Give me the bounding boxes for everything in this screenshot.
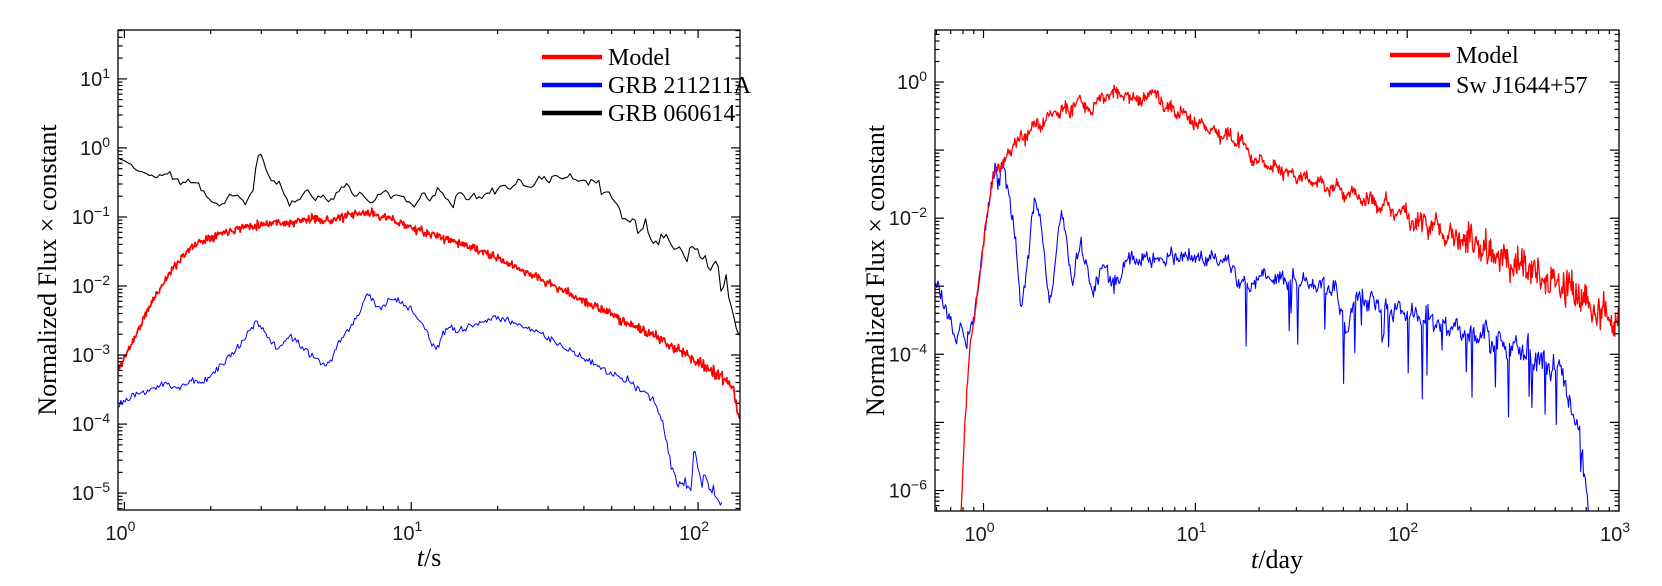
legend-entry-model: Model xyxy=(542,45,671,71)
axis-ticks xyxy=(935,30,1620,512)
curve-grb-211211a xyxy=(118,293,723,506)
y-tick-label: 100 xyxy=(80,134,110,160)
legend-label: GRB 060614 xyxy=(608,101,735,127)
y-axis-label: Normalized Flux × constant xyxy=(33,124,62,416)
legend-entry-model: Model xyxy=(1390,43,1519,69)
x-axis-label: t/day xyxy=(1251,545,1303,574)
plot-frame xyxy=(117,29,741,511)
y-axis-label: Normalized Flux × constant xyxy=(861,124,890,416)
series-group xyxy=(935,84,1619,511)
y-tick-label: 101 xyxy=(80,65,110,91)
y-tick-label: 10−2 xyxy=(889,204,927,230)
x-tick-label: 101 xyxy=(1176,519,1206,546)
x-tick-label: 102 xyxy=(1388,519,1418,546)
x-axis-label: t/s xyxy=(417,543,442,572)
y-tick-label: 10−2 xyxy=(72,272,110,298)
legend: Model Sw J1644+57 xyxy=(1390,43,1588,99)
legend-label: GRB 211211A xyxy=(608,73,752,99)
legend-label: Model xyxy=(608,45,671,71)
legend-entry-sw-j1644-57: Sw J1644+57 xyxy=(1390,73,1588,99)
legend-label: Model xyxy=(1456,43,1519,69)
curve-sw-j1644-57 xyxy=(935,161,1589,511)
x-tick-label: 100 xyxy=(965,519,995,546)
y-tick-label: 100 xyxy=(897,68,927,94)
series-group xyxy=(118,153,740,506)
curve-model xyxy=(960,84,1619,511)
y-tick-label: 10−6 xyxy=(889,477,927,503)
chart-tde-panel: 100 101 102 103 100 10−2 10−4 10−6 t/day Normaliz… xyxy=(861,29,1630,574)
y-tick-label: 10−1 xyxy=(72,203,110,229)
chart-grb-panel: 100 101 102 101 100 10−1 10−2 10−3 10−4 10−5 t/s No… xyxy=(33,29,752,572)
plot-frame xyxy=(934,29,1620,512)
x-tick-label: 100 xyxy=(105,518,135,545)
curve-grb-060614 xyxy=(118,153,740,336)
y-tick-label: 10−4 xyxy=(72,410,110,436)
y-tick-label: 10−3 xyxy=(72,341,110,367)
y-tick-label: 10−4 xyxy=(889,340,927,366)
curve-model xyxy=(118,207,740,420)
y-tick-label: 10−5 xyxy=(72,479,110,505)
legend-label: Sw J1644+57 xyxy=(1456,73,1588,99)
legend-entry-grb-060614: GRB 060614 xyxy=(542,101,735,127)
x-tick-label: 102 xyxy=(679,518,709,545)
axis-ticks xyxy=(118,30,740,510)
x-tick-label: 103 xyxy=(1600,519,1630,546)
legend-entry-grb-211211a: GRB 211211A xyxy=(542,73,752,99)
x-tick-label: 101 xyxy=(392,518,422,545)
